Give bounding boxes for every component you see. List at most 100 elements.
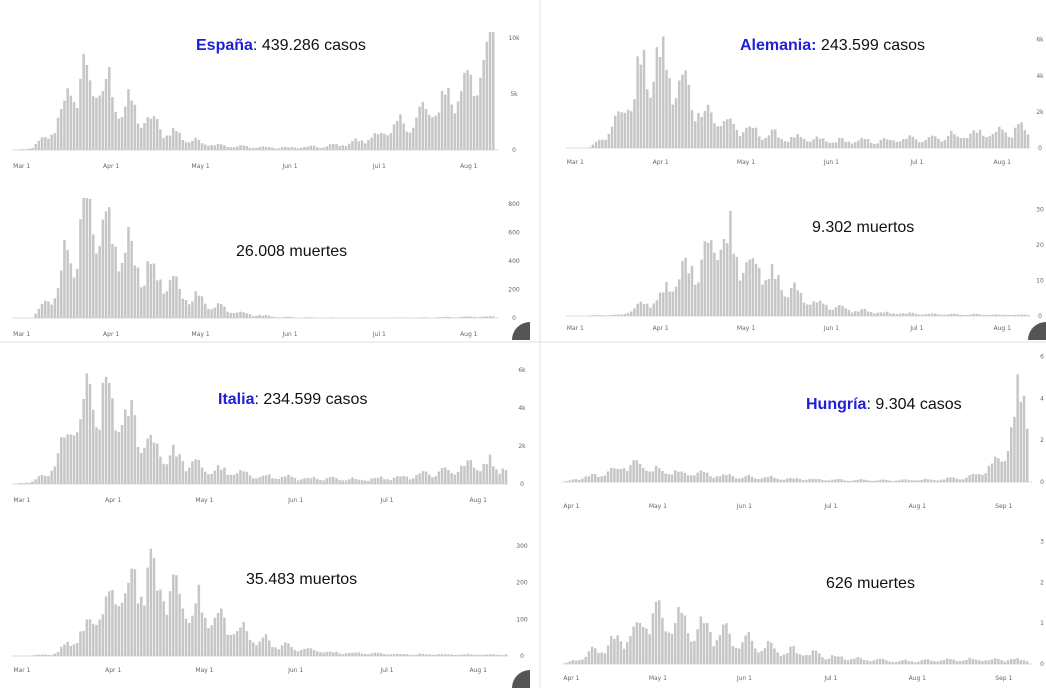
bar <box>850 480 853 482</box>
bar <box>66 249 69 318</box>
bar <box>188 467 191 484</box>
bar <box>175 131 178 150</box>
bar <box>846 480 850 482</box>
bar <box>626 642 629 664</box>
bar <box>846 660 850 664</box>
bar <box>351 477 354 484</box>
bar <box>997 458 1000 482</box>
bar <box>248 147 252 150</box>
bar <box>226 147 229 150</box>
bar <box>354 138 357 150</box>
bar <box>492 466 495 484</box>
bar <box>974 474 978 482</box>
bar <box>236 473 239 484</box>
bar <box>885 479 888 482</box>
bar <box>69 434 73 484</box>
bar <box>290 647 293 656</box>
bar <box>1017 124 1020 148</box>
bar <box>687 273 691 316</box>
bar <box>21 483 25 484</box>
bar <box>303 649 306 656</box>
bar <box>677 471 680 482</box>
bar <box>434 317 437 318</box>
y-tick-label: 2k <box>518 443 526 450</box>
bar <box>782 479 786 482</box>
bar <box>220 469 223 484</box>
bar <box>488 454 492 484</box>
y-tick-label: 800 <box>508 201 520 208</box>
bar <box>770 642 773 664</box>
bar <box>866 139 870 148</box>
bar <box>34 655 37 656</box>
x-tick-label: Jul 1 <box>380 497 394 504</box>
bar <box>866 660 869 664</box>
bar <box>706 242 710 316</box>
bar <box>936 480 939 482</box>
corner-widget-icon <box>512 322 530 340</box>
bar <box>597 476 600 482</box>
bar <box>729 118 732 148</box>
bar <box>156 443 159 484</box>
hungria-casos-chart: Apr 1 May 1 Jun 1 Jul 1 Aug 1 Sep 1 0 2 4 6 Hungrí… <box>562 354 1044 510</box>
bar <box>927 137 931 148</box>
bar <box>745 127 748 148</box>
bar <box>997 659 1000 664</box>
bar <box>485 316 489 318</box>
bar <box>1023 314 1027 316</box>
y-tick-label: 10 <box>1036 278 1044 285</box>
bar <box>140 287 143 318</box>
bar <box>748 259 751 316</box>
bar <box>348 479 351 484</box>
bar <box>962 315 966 316</box>
bar <box>709 476 712 482</box>
bar <box>1022 395 1026 482</box>
bar <box>827 658 831 664</box>
bar <box>934 313 937 316</box>
bar <box>879 140 883 148</box>
x-tick-label: Jun 1 <box>736 503 752 510</box>
bar <box>926 479 930 482</box>
bar <box>181 461 185 484</box>
bar <box>818 479 821 482</box>
bar <box>904 659 907 664</box>
bar <box>332 476 335 484</box>
bar <box>236 631 239 656</box>
bar <box>168 279 172 318</box>
bar <box>482 654 485 656</box>
bar <box>821 657 824 664</box>
bar <box>290 317 293 318</box>
x-tick-label: Aug 1 <box>909 503 927 510</box>
bar <box>344 480 348 484</box>
bar <box>818 138 822 148</box>
bar <box>239 145 242 150</box>
bar <box>111 244 114 318</box>
bar <box>188 142 191 150</box>
bar <box>152 116 156 150</box>
bar <box>386 654 389 656</box>
bar <box>795 478 799 482</box>
bar <box>998 314 1001 316</box>
bar <box>703 241 707 316</box>
bar <box>319 148 322 150</box>
bar <box>268 474 271 484</box>
x-tick-label: Jul 1 <box>823 675 837 682</box>
bar <box>306 317 309 318</box>
bar <box>940 141 943 148</box>
bar <box>699 616 703 664</box>
bar <box>571 479 575 482</box>
bar <box>162 293 165 318</box>
bar <box>162 463 165 484</box>
bar <box>588 147 591 148</box>
bar <box>101 91 105 150</box>
bar <box>367 480 370 484</box>
bar <box>248 314 252 318</box>
bar <box>325 146 329 150</box>
bar <box>828 309 831 316</box>
bar <box>98 95 101 150</box>
bar <box>662 292 665 316</box>
bar <box>734 478 738 482</box>
bar <box>949 659 952 664</box>
bar <box>431 117 434 150</box>
bar <box>95 253 98 318</box>
bar <box>120 425 124 484</box>
